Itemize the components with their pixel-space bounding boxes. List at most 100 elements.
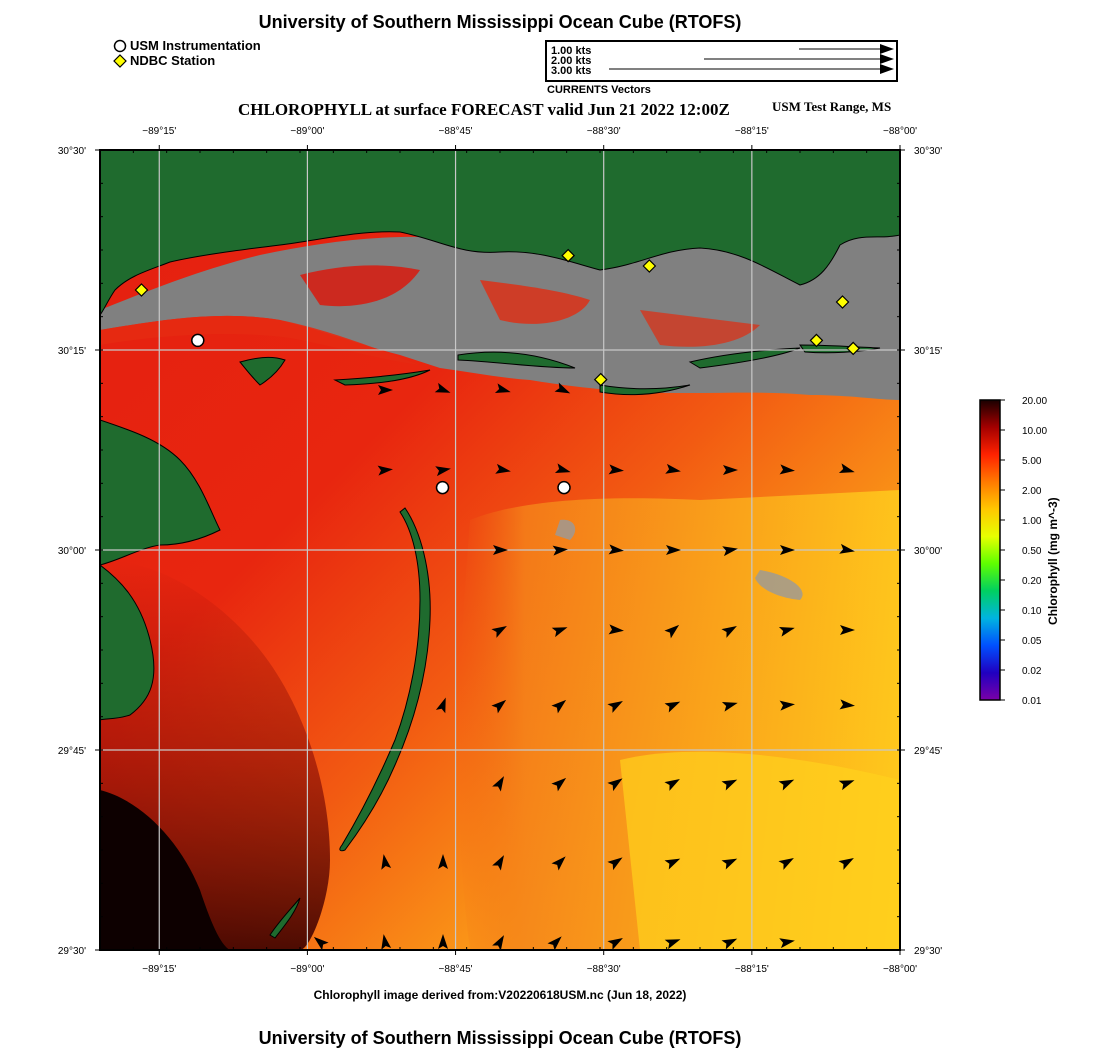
lon-tick-label-top: −88°15' <box>735 126 769 137</box>
barrier-islands <box>333 344 881 396</box>
map-frame <box>99 149 901 951</box>
sound-red-patch <box>480 280 590 324</box>
current-vector-arrow <box>554 463 571 474</box>
lat-tick-label-left: 30°30' <box>58 146 86 157</box>
current-vector-arrow <box>554 382 571 394</box>
graticule <box>100 150 900 950</box>
current-vectors <box>313 382 855 951</box>
current-vector-arrow <box>838 463 855 474</box>
vector-scale-box: 1.00 kts 2.00 kts 3.00 kts <box>545 40 898 82</box>
current-vector-arrow <box>438 934 448 949</box>
ndbc-station-marker <box>846 341 861 356</box>
current-vector-arrow <box>721 858 738 870</box>
current-vector-arrow <box>381 934 392 950</box>
current-vector-arrow <box>779 938 795 949</box>
current-vector-arrow <box>547 936 562 951</box>
lat-tick-label-right: 30°30' <box>914 146 942 157</box>
usm-station-marker <box>191 333 205 348</box>
vector-scale-label-3: 3.00 kts <box>551 65 592 77</box>
current-vector-arrow <box>721 938 738 950</box>
lat-tick-label-left: 29°30' <box>58 946 86 957</box>
usm-station-marker <box>435 480 450 495</box>
chandeleur-islands <box>339 507 431 852</box>
colorbar-tick-label: 0.05 <box>1022 636 1042 647</box>
current-vector-arrow <box>607 778 623 792</box>
current-vector-arrow <box>780 545 795 555</box>
vector-caption: CURRENTS Vectors <box>547 84 651 96</box>
current-vector-arrow <box>607 857 623 871</box>
lowest-chlorophyll-region <box>620 751 900 950</box>
map-subtitle: CHLOROPHYLL at surface FORECAST valid Ju… <box>238 100 730 119</box>
current-vector-arrow <box>608 544 624 555</box>
current-vector-arrow <box>778 858 794 870</box>
legend-usm: USM Instrumentation <box>113 38 261 53</box>
current-vector-arrow <box>434 382 451 393</box>
lat-tick-label-left: 30°00' <box>58 546 86 557</box>
colorbar-tick-label: 0.01 <box>1022 696 1042 707</box>
current-vector-arrow <box>435 466 451 477</box>
coastal-red-band <box>100 315 420 365</box>
lon-tick-label-top: −88°30' <box>587 126 621 137</box>
colorbar-tick-label: 10.00 <box>1022 426 1047 437</box>
lon-tick-label-top: −88°00' <box>883 126 917 137</box>
current-vector-arrow <box>838 858 854 870</box>
colorbar-tick-label: 0.20 <box>1022 576 1042 587</box>
current-vector-arrow <box>840 625 855 635</box>
current-vector-arrow <box>721 701 738 712</box>
lon-tick-label-bottom: −88°00' <box>883 964 917 975</box>
lat-tick-label-right: 29°30' <box>914 946 942 957</box>
current-vector-arrow <box>664 779 680 791</box>
current-vector-arrow <box>664 701 681 713</box>
colorbar-ramp <box>979 399 1001 701</box>
current-vector-arrow <box>722 546 738 557</box>
colorbar-tick-label: 5.00 <box>1022 456 1042 467</box>
current-vector-arrow <box>607 701 623 713</box>
current-vector-arrow <box>608 624 624 635</box>
current-vector-arrow <box>664 939 681 950</box>
current-vector-arrow <box>779 700 795 711</box>
lon-tick-label-bottom: −88°45' <box>439 964 473 975</box>
current-vector-arrow <box>491 626 507 638</box>
lat-tick-label-left: 29°45' <box>58 746 86 757</box>
colorbar-tick-label: 0.10 <box>1022 606 1042 617</box>
very-high-chlorophyll-region <box>100 790 230 950</box>
current-vector-arrow <box>607 938 623 950</box>
lon-tick-label-bottom: −88°30' <box>587 964 621 975</box>
lat-tick-label-left: 30°15' <box>58 346 86 357</box>
source-caption: Chlorophyll image derived from:V20220618… <box>313 988 687 1002</box>
ndbc-station-marker <box>835 295 850 309</box>
current-vector-arrow <box>381 854 392 870</box>
ndbc-station-marker <box>642 259 657 273</box>
colorbar: 20.00 10.00 5.00 2.00 1.00 0.50 0.20 0.10 0.05 0.… <box>979 396 1060 707</box>
ndbc-marker-icon <box>113 53 127 68</box>
current-vector-arrow <box>666 545 681 555</box>
colorbar-ticks: 20.00 10.00 5.00 2.00 1.00 0.50 0.20 0.10 0.05 0.… <box>1000 396 1047 707</box>
lat-tick-label-right: 30°00' <box>914 546 942 557</box>
lon-tick-label-bottom: −89°00' <box>290 964 324 975</box>
lon-tick-label-top: −88°45' <box>439 126 473 137</box>
current-vector-arrow <box>779 464 795 475</box>
stations <box>134 248 861 495</box>
current-vector-arrow <box>491 699 507 714</box>
current-vector-arrow <box>551 699 567 714</box>
range-label: USM Test Range, MS <box>772 99 892 114</box>
ndbc-station-marker <box>134 283 149 297</box>
legend-ndbc-label: NDBC Station <box>130 53 216 68</box>
current-vector-arrow <box>495 463 511 474</box>
colorbar-tick-label: 2.00 <box>1022 486 1042 497</box>
usm-station-marker <box>557 480 571 495</box>
current-vector-arrow <box>838 780 855 791</box>
colorbar-tick-label: 20.00 <box>1022 396 1047 407</box>
current-vector-arrow <box>839 699 855 710</box>
current-vector-arrow <box>435 697 446 714</box>
current-vector-arrow <box>492 855 504 871</box>
current-vector-arrow <box>492 776 504 792</box>
current-vector-arrow <box>378 385 393 395</box>
colorbar-title: Chlorophyll (mg m^-3) <box>1046 497 1060 625</box>
lat-tick-label-right: 29°45' <box>914 746 942 757</box>
page-title: University of Southern Mississippi Ocean… <box>258 12 742 32</box>
no-data-offshore-patches <box>555 519 803 600</box>
mainland-coast <box>100 150 900 316</box>
chandeleur-marsh <box>100 419 221 721</box>
current-vector-arrow <box>721 626 737 638</box>
